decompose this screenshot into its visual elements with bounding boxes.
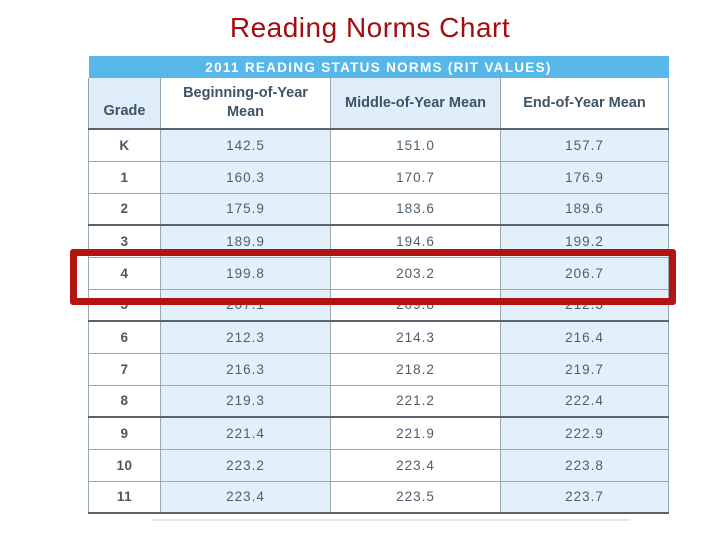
table-banner-row: 2011 READING STATUS NORMS (RIT VALUES) <box>88 56 669 78</box>
norms-table: 2011 READING STATUS NORMS (RIT VALUES) G… <box>88 56 669 514</box>
cell-grade: 8 <box>88 384 161 418</box>
cell-middle-mean: 214.3 <box>330 320 501 354</box>
column-header-grade: Grade <box>88 78 161 130</box>
cell-beginning-mean: 223.4 <box>160 480 331 514</box>
cell-end-mean: 216.4 <box>500 320 669 354</box>
cell-beginning-mean: 175.9 <box>160 192 331 226</box>
table-row-1: 1 160.3 170.7 176.9 <box>88 160 669 194</box>
table-shadow <box>152 519 630 521</box>
cell-beginning-mean: 212.3 <box>160 320 331 354</box>
cell-middle-mean: 183.6 <box>330 192 501 226</box>
cell-middle-mean: 203.2 <box>330 256 501 290</box>
cell-grade: 7 <box>88 352 161 386</box>
cell-end-mean: 157.7 <box>500 128 669 162</box>
cell-middle-mean: 223.5 <box>330 480 501 514</box>
cell-grade: 1 <box>88 160 161 194</box>
table-banner: 2011 READING STATUS NORMS (RIT VALUES) <box>88 56 669 78</box>
cell-grade: 10 <box>88 448 161 482</box>
cell-end-mean: 189.6 <box>500 192 669 226</box>
cell-grade: 9 <box>88 416 161 450</box>
cell-middle-mean: 151.0 <box>330 128 501 162</box>
column-header-beginning: Beginning-of-Year Mean <box>160 78 331 130</box>
table-row-4-highlighted: 4 199.8 203.2 206.7 <box>88 256 669 290</box>
cell-beginning-mean: 216.3 <box>160 352 331 386</box>
table-row-7: 7 216.3 218.2 219.7 <box>88 352 669 386</box>
cell-middle-mean: 218.2 <box>330 352 501 386</box>
table-row-8: 8 219.3 221.2 222.4 <box>88 384 669 418</box>
cell-end-mean: 222.9 <box>500 416 669 450</box>
table-row-10: 10 223.2 223.4 223.8 <box>88 448 669 482</box>
cell-beginning-mean: 221.4 <box>160 416 331 450</box>
cell-beginning-mean: 160.3 <box>160 160 331 194</box>
table-row-9: 9 221.4 221.9 222.9 <box>88 416 669 450</box>
cell-end-mean: 219.7 <box>500 352 669 386</box>
cell-end-mean: 206.7 <box>500 256 669 290</box>
cell-grade: 11 <box>88 480 161 514</box>
cell-end-mean: 223.7 <box>500 480 669 514</box>
cell-end-mean: 223.8 <box>500 448 669 482</box>
table-row-11: 11 223.4 223.5 223.7 <box>88 480 669 514</box>
cell-middle-mean: 223.4 <box>330 448 501 482</box>
table-row-2: 2 175.9 183.6 189.6 <box>88 192 669 226</box>
table-header-row: Grade Beginning-of-Year Mean Middle-of-Y… <box>88 78 669 130</box>
slide-title: Reading Norms Chart <box>229 12 511 43</box>
cell-middle-mean: 170.7 <box>330 160 501 194</box>
cell-grade: 6 <box>88 320 161 354</box>
cell-grade: K <box>88 128 161 162</box>
cell-end-mean: 222.4 <box>500 384 669 418</box>
column-header-end: End-of-Year Mean <box>500 78 669 130</box>
cell-beginning-mean: 223.2 <box>160 448 331 482</box>
column-header-middle: Middle-of-Year Mean <box>330 78 501 130</box>
cell-beginning-mean: 142.5 <box>160 128 331 162</box>
highlight-box-grade-4 <box>70 249 676 305</box>
table-row-k: K 142.5 151.0 157.7 <box>88 128 669 162</box>
cell-grade: 2 <box>88 192 161 226</box>
cell-middle-mean: 209.8 <box>330 288 501 322</box>
cell-middle-mean: 221.2 <box>330 384 501 418</box>
table-row-6: 6 212.3 214.3 216.4 <box>88 320 669 354</box>
cell-middle-mean: 221.9 <box>330 416 501 450</box>
cell-beginning-mean: 219.3 <box>160 384 331 418</box>
cell-end-mean: 176.9 <box>500 160 669 194</box>
